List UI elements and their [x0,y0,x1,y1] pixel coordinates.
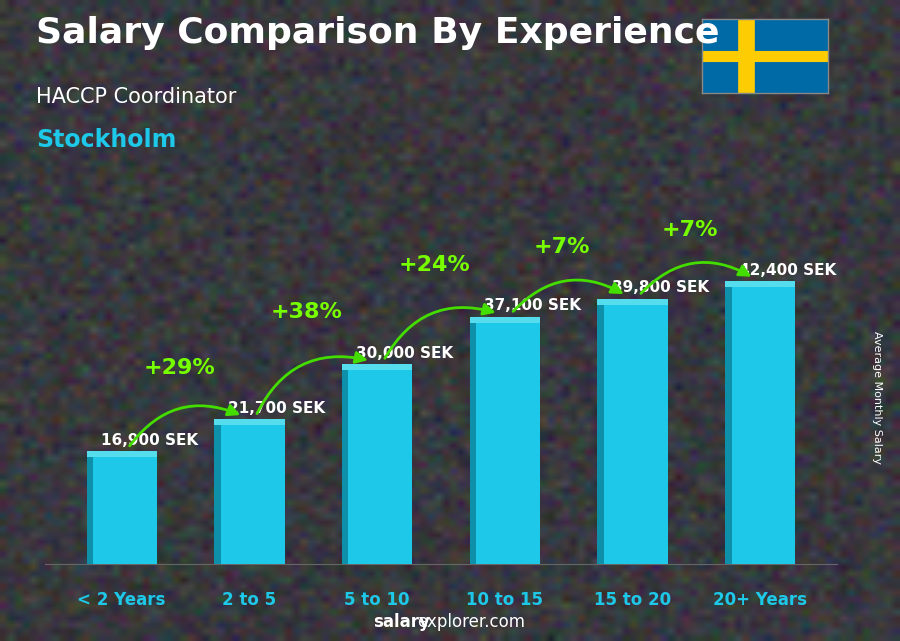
Text: Stockholm: Stockholm [36,128,176,152]
Text: Salary Comparison By Experience: Salary Comparison By Experience [36,16,719,50]
Bar [470,317,540,323]
Text: 42,400 SEK: 42,400 SEK [739,263,836,278]
Bar [342,364,412,370]
Text: 2 to 5: 2 to 5 [222,591,276,609]
Text: < 2 Years: < 2 Years [77,591,166,609]
Bar [598,299,668,564]
Bar [342,364,412,564]
Text: 16,900 SEK: 16,900 SEK [101,433,198,448]
Text: 5 to 10: 5 to 10 [345,591,410,609]
Bar [598,299,668,304]
Bar [86,451,157,564]
Text: 30,000 SEK: 30,000 SEK [356,345,454,361]
Text: 39,800 SEK: 39,800 SEK [611,280,708,296]
Bar [214,419,220,564]
Bar [214,419,284,564]
Text: 10 to 15: 10 to 15 [466,591,544,609]
Bar [342,364,348,564]
Bar [725,281,732,564]
Bar [598,299,604,564]
Text: explorer.com: explorer.com [417,613,525,631]
Bar [470,317,476,564]
Text: Average Monthly Salary: Average Monthly Salary [872,331,883,464]
Bar [86,451,157,458]
Text: +38%: +38% [271,303,343,322]
Bar [725,281,796,287]
Text: +7%: +7% [662,220,718,240]
Bar [470,317,540,564]
Text: HACCP Coordinator: HACCP Coordinator [36,87,237,106]
Text: 15 to 20: 15 to 20 [594,591,671,609]
Text: 21,700 SEK: 21,700 SEK [229,401,326,416]
Bar [725,281,796,564]
Text: 20+ Years: 20+ Years [714,591,807,609]
Bar [214,419,284,426]
Text: +7%: +7% [534,237,590,257]
Text: +29%: +29% [143,358,215,378]
Text: +24%: +24% [399,255,471,275]
Text: 37,100 SEK: 37,100 SEK [484,299,580,313]
Text: salary: salary [374,613,430,631]
Bar [86,451,93,564]
